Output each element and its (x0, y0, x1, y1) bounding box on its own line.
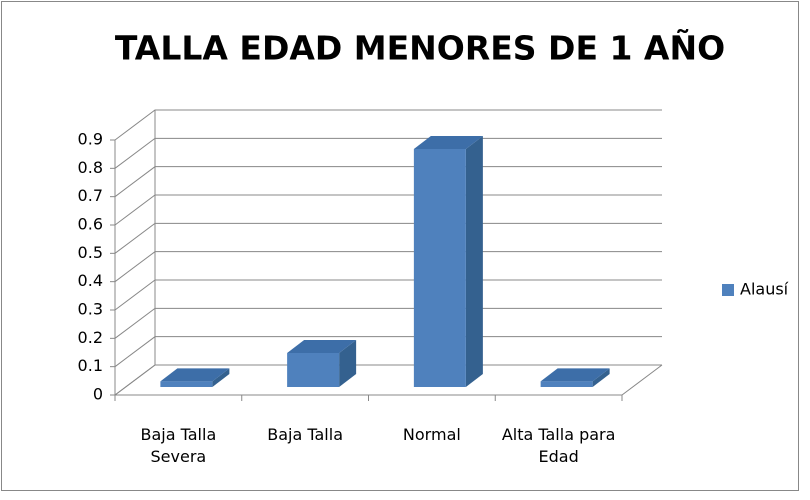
bar-side (592, 368, 610, 387)
x-tick-label: Baja Talla Severa (140, 425, 217, 466)
grid-line (114, 194, 662, 226)
grid-line (114, 307, 662, 339)
y-tick-label: 0 (93, 385, 103, 404)
y-tick-label: 0.4 (78, 271, 103, 290)
grid-line (114, 336, 662, 368)
x-tick-label: Alta Talla para Edad (501, 425, 616, 466)
grid-line (114, 137, 662, 169)
chart-title: TALLA EDAD MENORES DE 1 AÑO (115, 28, 725, 68)
bar (413, 149, 466, 387)
bar (287, 353, 340, 387)
chart-border (1, 1, 799, 491)
bar-top (413, 136, 483, 149)
y-tick-label: 0.8 (78, 158, 103, 177)
y-tick-label: 0.1 (78, 356, 103, 375)
legend-label: Alausí (740, 280, 789, 299)
bar-side (339, 340, 357, 387)
y-tick-label: 0.6 (78, 215, 103, 234)
bar (160, 381, 213, 387)
legend-swatch (722, 284, 734, 296)
x-tick-label: Normal (402, 425, 461, 444)
bar-side (212, 368, 230, 387)
x-tick-label: Baja Talla (267, 425, 343, 444)
grid-line (114, 279, 662, 311)
y-tick-label: 0.3 (78, 300, 103, 319)
grid-line (114, 109, 662, 141)
bar-top (160, 368, 230, 382)
bar-top (540, 368, 610, 382)
y-tick-label: 0.5 (78, 243, 103, 262)
grid-line (114, 251, 662, 283)
y-tick-label: 0.2 (78, 328, 103, 347)
bar-top (287, 340, 357, 353)
grid-line (114, 364, 662, 396)
y-tick-label: 0.9 (78, 130, 103, 149)
y-tick-label: 0.7 (78, 186, 103, 205)
bar-side (465, 136, 483, 387)
grid-line (114, 166, 662, 198)
bar (540, 381, 593, 387)
grid-line (114, 222, 662, 254)
